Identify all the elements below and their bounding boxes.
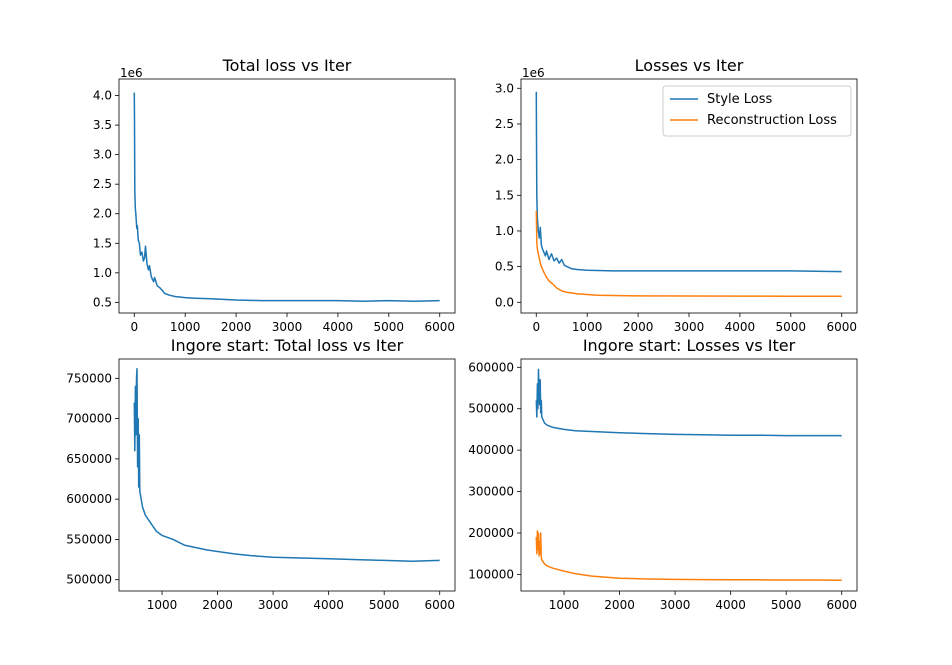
x-tick-label: 0 (130, 320, 138, 334)
x-tick-label: 5000 (776, 320, 807, 334)
y-tick-label: 0.5 (93, 295, 112, 309)
x-tick-label: 1000 (147, 598, 178, 612)
series-line-reconstruction-loss (535, 210, 842, 297)
x-tick-label: 3000 (660, 598, 691, 612)
x-tick-label: 4000 (323, 320, 354, 334)
axes-0: 0 1000 2000 3000 4000 5000 6000 0.5 1.0 1.5 2.0 2.5… (93, 78, 456, 334)
series-line-style-loss (535, 91, 842, 273)
y-tick-label: 700000 (66, 412, 112, 426)
y-tick-label: 2.5 (495, 117, 514, 131)
chart-title: Ingore start: Total loss vs Iter (171, 336, 404, 355)
chart-title: Ingore start: Losses vs Iter (583, 336, 796, 355)
y-tick-label: 2.0 (495, 153, 514, 167)
x-tick-label: 6000 (424, 598, 455, 612)
x-tick-label: 1000 (170, 320, 201, 334)
chart-title: Losses vs Iter (635, 56, 744, 75)
x-tick-label: 6000 (826, 320, 857, 334)
y-tick-label: 2.5 (93, 177, 112, 191)
x-tick-label: 2000 (604, 598, 635, 612)
x-tick-label: 4000 (725, 320, 756, 334)
x-tick-label: 3000 (272, 320, 303, 334)
x-tick-label: 5000 (374, 320, 405, 334)
offset-label: 1e6 (120, 66, 143, 80)
x-tick-label: 1000 (549, 598, 580, 612)
axes-2: 1000 2000 3000 4000 5000 6000 500000 550000 6000… (66, 358, 456, 612)
y-tick-label: 600000 (66, 492, 112, 506)
x-tick-label: 2000 (221, 320, 252, 334)
y-tick-label: 400000 (468, 443, 514, 457)
x-tick-label: 2000 (202, 598, 233, 612)
x-tick-label: 6000 (424, 320, 455, 334)
x-tick-label: 1000 (572, 320, 603, 334)
y-tick-label: 650000 (66, 452, 112, 466)
legend-label: Reconstruction Loss (707, 113, 837, 128)
chart-title: Total loss vs Iter (222, 56, 352, 75)
x-tick-label: 3000 (674, 320, 705, 334)
y-tick-label: 500000 (66, 573, 112, 587)
y-tick-label: 1.5 (495, 188, 514, 202)
axes-1: 0 1000 2000 3000 4000 5000 6000 0.0 0.5 1.0 1.5 2.0… (495, 78, 858, 334)
series-line-0 (133, 367, 440, 562)
y-tick-label: 550000 (66, 532, 112, 546)
y-tick-label: 300000 (468, 485, 514, 499)
y-tick-label: 0.0 (495, 295, 514, 309)
subplot-ignore-start-total-loss: Ingore start: Total loss vs Iter (171, 336, 404, 355)
legend-box (662, 85, 852, 137)
axes-3: 1000 2000 3000 4000 5000 6000 100000 200000 3000… (468, 358, 858, 612)
x-tick-label: 2000 (623, 320, 654, 334)
subplot-ignore-start-losses: Ingore start: Losses vs Iter (583, 336, 796, 355)
legend: Style Loss Reconstruction Loss (662, 85, 852, 137)
y-tick-label: 1.0 (495, 224, 514, 238)
x-tick-label: 4000 (715, 598, 746, 612)
series-line-0 (535, 368, 842, 437)
x-tick-label: 5000 (771, 598, 802, 612)
y-tick-label: 1.0 (93, 266, 112, 280)
x-tick-label: 6000 (826, 598, 857, 612)
y-tick-label: 200000 (468, 526, 514, 540)
x-tick-label: 0 (532, 320, 540, 334)
x-tick-label: 5000 (369, 598, 400, 612)
axes-frame (118, 78, 456, 314)
y-tick-label: 600000 (468, 360, 514, 374)
y-tick-label: 2.0 (93, 207, 112, 221)
series-line-1 (535, 530, 842, 581)
x-tick-label: 3000 (258, 598, 289, 612)
axes-frame (520, 358, 858, 592)
y-tick-label: 1.5 (93, 236, 112, 250)
y-tick-label: 0.5 (495, 260, 514, 274)
plot-area-group: 0 1000 2000 3000 4000 5000 6000 0.5 1.0 1.5 2.0 2.5… (66, 78, 858, 612)
y-tick-label: 100000 (468, 567, 514, 581)
subplot-total-loss: Total loss vs Iter 1e6 (120, 56, 352, 80)
y-tick-label: 750000 (66, 371, 112, 385)
y-tick-label: 3.5 (93, 118, 112, 132)
y-tick-label: 500000 (468, 402, 514, 416)
y-tick-label: 3.0 (93, 148, 112, 162)
axes-frame (118, 358, 456, 592)
legend-label: Style Loss (707, 92, 773, 107)
y-tick-label: 3.0 (495, 81, 514, 95)
y-tick-label: 4.0 (93, 89, 112, 103)
offset-label: 1e6 (522, 66, 545, 80)
subplot-losses: Losses vs Iter 1e6 (522, 56, 744, 80)
x-tick-label: 4000 (313, 598, 344, 612)
series-line-0 (133, 92, 440, 302)
